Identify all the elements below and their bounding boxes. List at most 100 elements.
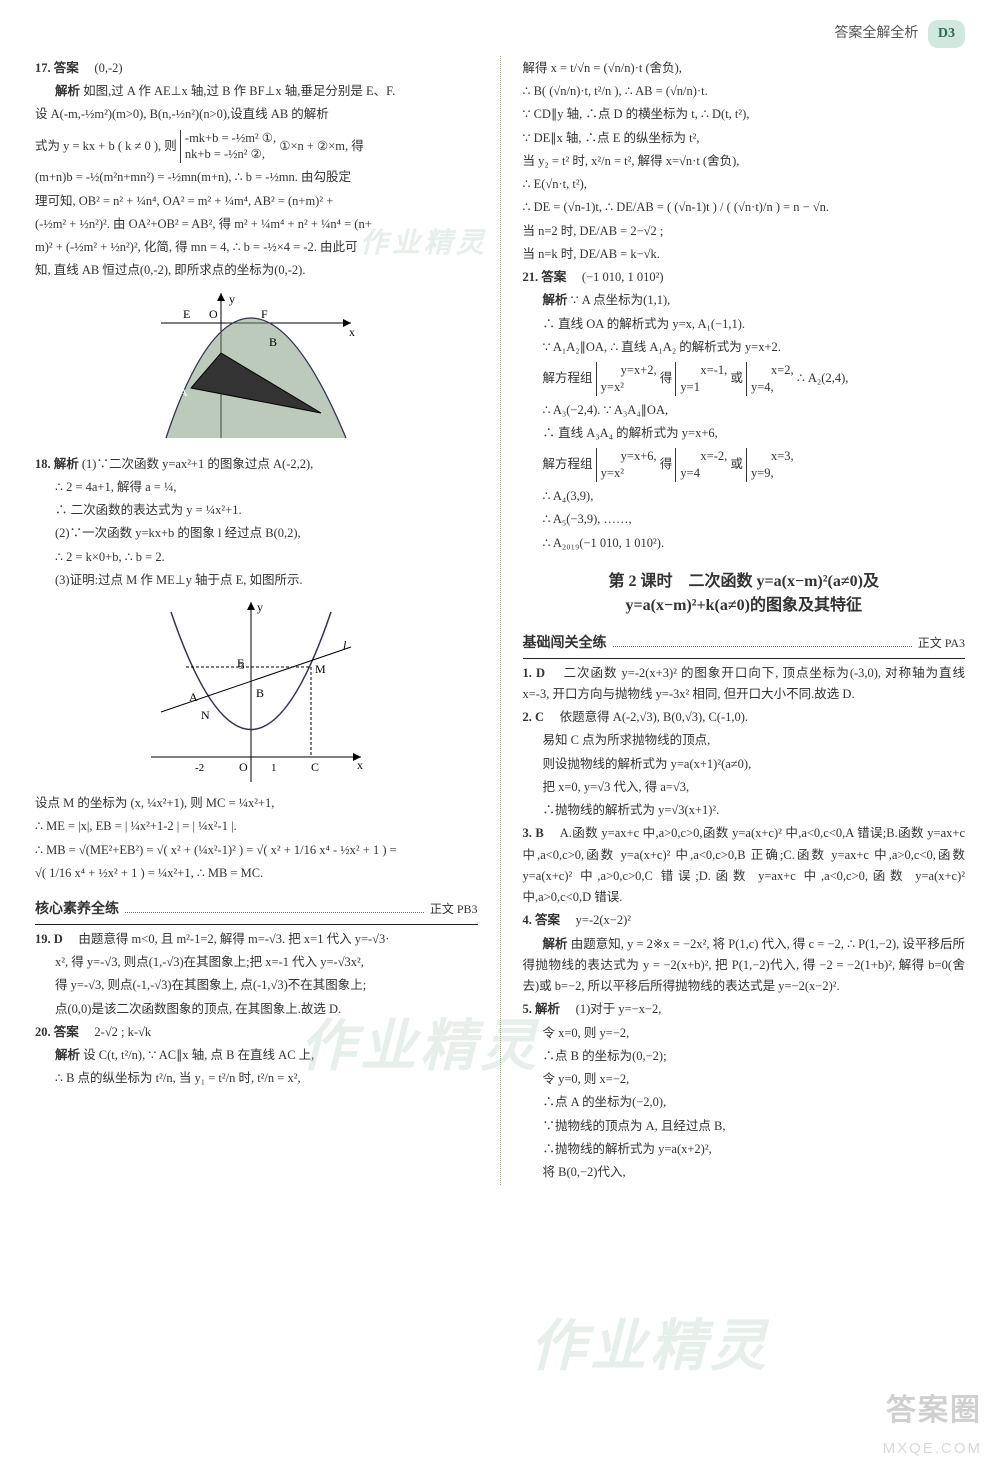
svg-text:3: 3 [239, 660, 245, 672]
q17-expl-label: 解析 [55, 84, 80, 98]
fig-B: B [269, 335, 277, 349]
q21-p4a: 解方程组 [543, 371, 593, 385]
left-column: 17. 答案 (0,-2) 解析 如图,过 A 作 AE⊥x 轴,过 B 作 B… [35, 56, 478, 1186]
q21-line: 21. 答案 (−1 010, 1 010²) [523, 267, 966, 288]
q19-p1: 由题意得 m<0, 且 m²-1=2, 解得 m=-√3. 把 x=1 代入 y… [78, 932, 389, 946]
q17-ans: (0,-2) [94, 61, 122, 75]
q21-num: 21. [523, 270, 539, 284]
dots-icon [125, 912, 424, 913]
q2-p2: 易知 C 点为所求抛物线的顶点, [523, 730, 966, 751]
q21-ans-label: 答案 [541, 270, 566, 284]
q5-line: 5. 解析 (1)对于 y=−x−2, [523, 999, 966, 1020]
svg-text:O: O [239, 760, 248, 774]
q18-p8: ∴ ME = |x|, EB = | ¼x²+1-2 | = | ¼x²-1 |… [35, 816, 478, 837]
q21-p2: ∴ 直线 OA 的解析式为 y=x, A₁(−1,1). [523, 314, 966, 335]
fig-x: x [349, 325, 355, 339]
q17-p4: (m+n)b = -½(m²n+mn²) = -½mn(m+n), ∴ b = … [35, 167, 478, 188]
lesson-t1: 第 2 课时 二次函数 y=a(x−m)²(a≠0)及 [523, 570, 966, 594]
q4-expl: 解析 由题意知, y = 2※x = −2x², 将 P(1,c) 代入, 得 … [523, 934, 966, 998]
sec1-ref: 正文 PB3 [430, 899, 478, 919]
q18-p6: (3)证明:过点 M 作 ME⊥y 轴于点 E, 如图所示. [35, 570, 478, 591]
q2-line: 2. C 依题意得 A(-2,√3), B(0,√3), C(-1,0). [523, 707, 966, 728]
q17-expl: 解析 如图,过 A 作 AE⊥x 轴,过 B 作 BF⊥x 轴,垂足分别是 E、… [35, 81, 478, 102]
q21-p5: ∴ A₃(−2,4). ∵ A₃A₄∥OA, [523, 400, 966, 421]
watermark-3: 作业精灵 [530, 1300, 770, 1395]
q18-p3: ∴ 二次函数的表达式为 y = ¼x²+1. [35, 500, 478, 521]
footer-logo: 答案圈 MXQE.COM [883, 1385, 982, 1462]
q17-sys-note: ①×n + ②×m, 得 [279, 138, 364, 152]
q19-num: 19. [35, 932, 51, 946]
q17-p6: (-½m² + ½n²)². 由 OA²+OB² = AB², 得 m² + ¼… [35, 214, 478, 235]
q21-p4-row: 解方程组 y=x+2,y=x² 得 x=-1,y=1 或 x=2,y=4, ∴ … [523, 360, 966, 398]
q17-p5: 理可知, OB² = n² + ¼n⁴, OA² = m² + ¼m⁴, AB²… [35, 191, 478, 212]
q17-p7: m)² + (-½m² + ½n²)², 化简, 得 mn = 4, ∴ b =… [35, 237, 478, 258]
q18-p4: (2)∵一次函数 y=kx+b 的图象 l 经过点 B(0,2), [35, 523, 478, 544]
svg-text:B: B [256, 686, 264, 700]
q20c-p2: ∴ B( (√n/n)·t, t²/n ), ∴ AB = (√n/n)·t. [523, 81, 966, 102]
page-header: 答案全解全析 D3 [35, 20, 965, 56]
q5-p5: ∴点 A 的坐标为(−2,0), [523, 1092, 966, 1113]
section-core: 核心素养全练 正文 PB3 [35, 898, 478, 925]
q21-ans: (−1 010, 1 010²) [582, 270, 664, 284]
q20-expl: 解析 设 C(t, t²/n), ∵ AC∥x 轴, 点 B 在直线 AC 上, [35, 1045, 478, 1066]
q19-p3: 得 y=-√3, 则点(-1,-√3)在其图象上, 点(-1,√3)不在其图象上… [35, 975, 478, 996]
lesson-title: 第 2 课时 二次函数 y=a(x−m)²(a≠0)及 y=a(x−m)²+k(… [523, 570, 966, 618]
svg-text:A: A [189, 690, 198, 704]
footer-cn: 答案圈 [883, 1385, 982, 1436]
fig-y: y [229, 292, 235, 306]
q5-p7: ∴抛物线的解析式为 y=a(x+2)², [523, 1139, 966, 1160]
q5-p2: 令 x=0, 则 y=−2, [523, 1023, 966, 1044]
q17-line: 17. 答案 (0,-2) [35, 58, 478, 79]
q17-ans-label: 答案 [54, 61, 79, 75]
q19-choice: D [54, 932, 63, 946]
q20-ans-label: 答案 [54, 1025, 79, 1039]
svg-text:N: N [201, 708, 210, 722]
q17-sys1: -mk+b = -½m² ①, [185, 131, 276, 145]
q4-line: 4. 答案 y=-2(x−2)² [523, 910, 966, 931]
q21-p10: ∴ A₂₀₁₉(−1 010, 1 010²). [523, 533, 966, 554]
q17-p8: 知, 直线 AB 恒过点(0,-2), 即所求点的坐标为(0,-2). [35, 260, 478, 281]
q20c-p9: 当 n=k 时, DE/AB = k−√k. [523, 244, 966, 265]
q21-p9: ∴ A₅(−3,9), ……, [523, 509, 966, 530]
q18-p7: 设点 M 的坐标为 (x, ¼x²+1), 则 MC = ¼x²+1, [35, 793, 478, 814]
q18-figure: y x O A B C E M N l 3 1 -2 [141, 597, 371, 787]
dots-icon [613, 646, 912, 647]
svg-text:y: y [257, 600, 263, 614]
q20c-p3: ∵ CD∥y 轴, ∴点 D 的横坐标为 t, ∴ D(t, t²), [523, 104, 966, 125]
fig-F: F [261, 307, 268, 321]
q20c-p6: ∴ E(√n·t, t²), [523, 174, 966, 195]
q17-p1: 如图,过 A 作 AE⊥x 轴,过 B 作 BF⊥x 轴,垂足分别是 E、F. [83, 84, 395, 98]
sec1-title: 核心素养全练 [35, 898, 119, 922]
q2-p4: 把 x=0, y=√3 代入, 得 a=√3, [523, 777, 966, 798]
q18-label: 解析 [54, 457, 79, 471]
q21-sol2: x=2,y=4, [746, 362, 794, 396]
svg-text:1: 1 [271, 762, 277, 774]
q2-p5: ∴抛物线的解析式为 y=√3(x+1)². [523, 800, 966, 821]
lesson-t2: y=a(x−m)²+k(a≠0)的图象及其特征 [523, 594, 966, 618]
q20-line: 20. 答案 2-√2 ; k-√k [35, 1022, 478, 1043]
q17-p3: 式为 y = kx + b ( k ≠ 0 ), 则 [35, 138, 177, 152]
q20c-p8: 当 n=2 时, DE/AB = 2−√2 ; [523, 221, 966, 242]
sec2-ref: 正文 PA3 [918, 633, 965, 653]
q1-line: 1. D 二次函数 y=-2(x+3)² 的图象开口向下, 顶点坐标为(-3,0… [523, 663, 966, 706]
svg-text:-2: -2 [195, 762, 204, 774]
q18-p1: (1)∵二次函数 y=ax²+1 的图象过点 A(-2,2), [82, 457, 313, 471]
header-title: 答案全解全析 [834, 26, 918, 41]
q18-p2: ∴ 2 = 4a+1, 解得 a = ¼, [35, 477, 478, 498]
right-column: 解得 x = t/√n = (√n/n)·t (舍负), ∴ B( (√n/n)… [523, 56, 966, 1186]
q17-system: -mk+b = -½m² ①, nk+b = -½n² ②, [180, 130, 276, 164]
q17-figure: y x E O F A B [151, 288, 361, 448]
sec2-title: 基础闯关全练 [523, 632, 607, 656]
q20c-p5: 当 y₂ = t² 时, x²/n = t², 解得 x=√n·t (舍负), [523, 151, 966, 172]
q21-expl-label: 解析 [543, 293, 568, 307]
q19-line: 19. D 由题意得 m<0, 且 m²-1=2, 解得 m=-√3. 把 x=… [35, 929, 478, 950]
q20c-p4: ∵ DE∥x 轴, ∴点 E 的纵坐标为 t², [523, 128, 966, 149]
q21-sys1: y=x+2,y=x² [596, 362, 657, 396]
column-divider [500, 56, 501, 1186]
q20-p1: 设 C(t, t²/n), ∵ AC∥x 轴, 点 B 在直线 AC 上, [83, 1048, 314, 1062]
q17-p3-row: 式为 y = kx + b ( k ≠ 0 ), 则 -mk+b = -½m² … [35, 128, 478, 166]
q18-num: 18. [35, 457, 51, 471]
q2-p3: 则设抛物线的解析式为 y=a(x+1)²(a≠0), [523, 754, 966, 775]
fig-A: A [179, 385, 188, 399]
q21-p3: ∵ A₁A₂∥OA, ∴ 直线 A₁A₂ 的解析式为 y=x+2. [523, 337, 966, 358]
